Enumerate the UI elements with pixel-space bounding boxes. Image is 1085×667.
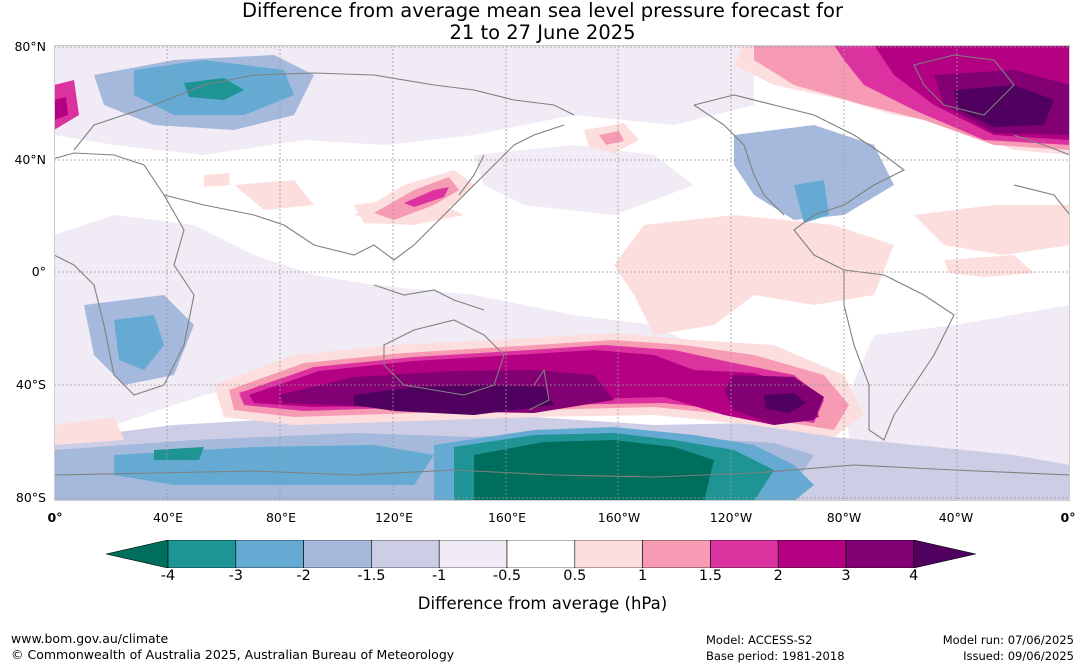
colorbar-tick-label: 2 (773, 568, 783, 584)
lat-label-0: 0° (31, 264, 46, 279)
lon-label-0-left: 0° (47, 510, 63, 525)
colorbar-tick-label: -4 (160, 568, 176, 584)
colorbar-tick-label: -1 (431, 568, 447, 584)
lon-label-0-right: 0° (1060, 510, 1076, 525)
colorbar-tick-label: -1.5 (357, 568, 386, 584)
map-title-line1: Difference from average mean sea level p… (242, 0, 843, 22)
colorbar-segment (777, 540, 847, 568)
north-asia-negative (94, 55, 314, 130)
colorbar-tick-label: 1 (637, 568, 648, 584)
colorbar-tick-label: 1.5 (698, 568, 722, 584)
colorbar-segment (574, 540, 643, 568)
colorbar-segment (642, 540, 711, 568)
north-america-negative (734, 125, 894, 223)
footer-copyright: © Commonwealth of Australia 2025, Austra… (11, 647, 455, 662)
colorbar-title: Difference from average (hPa) (417, 594, 668, 613)
lon-label-120w: 120°W (709, 510, 753, 525)
lon-label-160w: 160°W (597, 510, 641, 525)
colorbar-extend-low (106, 540, 169, 568)
lat-label-80s: 80°S (15, 490, 46, 505)
anomaly-map (54, 45, 1070, 501)
southern-positive-belt (214, 333, 864, 437)
colorbar-segment (710, 540, 779, 568)
colorbar-segment (235, 540, 304, 568)
lat-label-40n: 40°N (14, 152, 46, 167)
colorbar-segment (845, 540, 915, 568)
north-atlantic-positive (54, 45, 1070, 155)
lat-label-80n: 80°N (14, 39, 46, 54)
lon-label-80w: 80°W (826, 510, 862, 525)
footer-base-period: Base period: 1981-2018 (706, 649, 845, 663)
graticule (54, 45, 1070, 501)
lon-label-40e: 40°E (152, 510, 184, 525)
colorbar-tick-label: 4 (909, 568, 919, 584)
map-title-line2: 21 to 27 June 2025 (449, 21, 636, 44)
colorbar-segment (506, 540, 576, 568)
footer-url: www.bom.gov.au/climate (11, 631, 169, 646)
coastlines (54, 54, 1070, 478)
colorbar-segment (371, 540, 440, 568)
colorbar-tick-label: -2 (296, 568, 311, 584)
lon-label-40w: 40°W (938, 510, 974, 525)
colorbar-segment (167, 540, 237, 568)
lat-label-40s: 40°S (15, 377, 46, 392)
colorbar-segment (303, 540, 372, 568)
footer-model: Model: ACCESS-S2 (706, 633, 813, 647)
colorbar-tick-label: 3 (841, 568, 851, 584)
colorbar-tick-label: 0.5 (563, 568, 587, 584)
colorbar-tick-label: -0.5 (492, 568, 522, 584)
colorbar-extend-high (913, 540, 976, 568)
colorbar-tick-label: -3 (228, 568, 244, 584)
lon-label-160e: 160°E (487, 510, 526, 525)
lon-label-80e: 80°E (265, 510, 297, 525)
footer-model-run: Model run: 07/06/2025 (942, 633, 1074, 647)
east-asia-positive (354, 170, 474, 223)
colorbar-segment (438, 540, 508, 568)
lon-label-120e: 120°E (374, 510, 413, 525)
colorbar (106, 540, 976, 568)
footer-issued: Issued: 09/06/2025 (963, 649, 1074, 663)
